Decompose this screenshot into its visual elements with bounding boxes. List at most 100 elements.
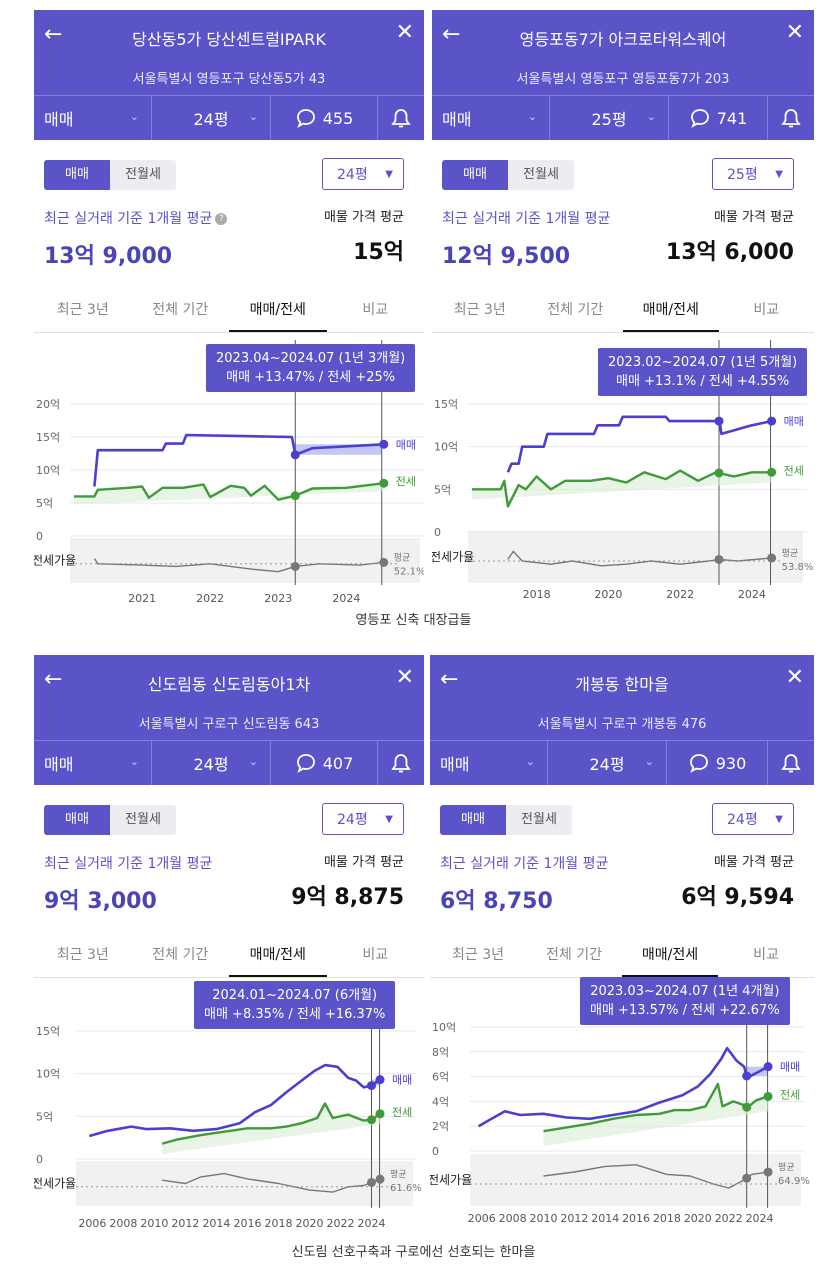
size-select[interactable]: 24평 ⌄ (548, 741, 667, 785)
comments-button[interactable]: 455 (271, 96, 378, 140)
panel-header: ← 당산동5가 당산센트럴IPARK ✕ 서울특별시 영등포구 당산동5가 43… (34, 10, 424, 140)
notification-button[interactable] (768, 96, 814, 140)
tab-recent-3y[interactable]: 최근 3년 (56, 947, 109, 963)
tab-sale-rent[interactable]: 매매/전세 (623, 288, 719, 332)
tab-all-period[interactable]: 전체 기간 (546, 947, 602, 963)
tab-compare[interactable]: 비교 (753, 947, 779, 963)
tab-all-period[interactable]: 전체 기간 (152, 302, 209, 318)
x-tick-label: 2006 (78, 1217, 106, 1230)
ratio-end-point[interactable] (379, 557, 389, 567)
recent-deal-label: 최근 실거래 기준 1개월 평균 (440, 856, 609, 872)
ratio-end-point[interactable] (375, 1174, 385, 1184)
back-arrow-icon[interactable]: ← (44, 22, 63, 47)
rent-line (161, 1102, 381, 1145)
rent-tab[interactable]: 전월세 (521, 812, 557, 827)
rent-end-point[interactable] (767, 467, 777, 477)
sale-tab[interactable]: 매매 (442, 160, 508, 190)
y-tick-label: 15억 (36, 431, 60, 444)
sale-series-label: 매매 (784, 415, 804, 428)
range-tooltip: 2023.03~2024.07 (1년 4개월) 매매 +13.57% / 전세… (580, 977, 790, 1025)
x-tick-label: 2018 (264, 1217, 292, 1230)
deal-toggle: 매매 전월세 (442, 160, 574, 190)
rent-end-point[interactable] (379, 478, 389, 488)
y-tick-label: 10억 (36, 464, 60, 477)
tab-sale-rent[interactable]: 매매/전세 (229, 288, 327, 332)
tab-recent-3y[interactable]: 최근 3년 (452, 947, 504, 963)
rent-start-point[interactable] (366, 1115, 376, 1125)
panel-header: ← 영등포동7가 아크로타워스퀘어 ✕ 서울특별시 영등포구 영등포동7가 20… (432, 10, 814, 140)
sale-start-point[interactable] (742, 1071, 752, 1081)
rent-start-point[interactable] (290, 491, 300, 501)
ratio-end-point[interactable] (767, 553, 777, 563)
rent-tab[interactable]: 전월세 (125, 167, 161, 182)
chevron-down-icon: ⌄ (646, 110, 656, 123)
ratio-start-point[interactable] (366, 1177, 376, 1187)
sale-tab[interactable]: 매매 (440, 805, 506, 835)
sale-end-point[interactable] (767, 416, 777, 426)
notification-button[interactable] (378, 96, 424, 140)
close-icon[interactable]: ✕ (395, 20, 414, 45)
tooltip-period: 2023.03~2024.07 (1년 4개월) (590, 984, 780, 999)
close-icon[interactable]: ✕ (395, 665, 414, 690)
chevron-down-icon: ⌄ (129, 110, 139, 123)
comments-button[interactable]: 930 (667, 741, 768, 785)
tab-recent-3y[interactable]: 최근 3년 (453, 302, 506, 318)
tab-compare[interactable]: 비교 (362, 947, 389, 963)
size-dropdown[interactable]: 24평 ▼ (322, 158, 404, 190)
size-dropdown[interactable]: 24평 ▼ (712, 803, 794, 835)
size-select[interactable]: 24평 ⌄ (152, 96, 271, 140)
ratio-end-point[interactable] (763, 1167, 773, 1177)
rent-tab[interactable]: 전월세 (523, 167, 559, 182)
ratio-start-point[interactable] (742, 1173, 752, 1183)
comments-button[interactable]: 407 (271, 741, 378, 785)
sale-end-point[interactable] (763, 1062, 773, 1072)
size-dropdown[interactable]: 24평 ▼ (322, 803, 404, 835)
ratio-start-point[interactable] (290, 561, 300, 571)
size-select[interactable]: 24평 ⌄ (152, 741, 271, 785)
sale-start-point[interactable] (366, 1081, 376, 1091)
deal-type-select[interactable]: 매매 ⌄ (430, 741, 548, 785)
back-arrow-icon[interactable]: ← (442, 22, 461, 47)
comments-button[interactable]: 741 (669, 96, 768, 140)
rent-end-point[interactable] (375, 1109, 385, 1119)
x-tick-label: 2010 (529, 1212, 557, 1225)
tab-all-period[interactable]: 전체 기간 (152, 947, 209, 963)
sale-start-point[interactable] (290, 450, 300, 460)
back-arrow-icon[interactable]: ← (440, 667, 459, 692)
sale-end-point[interactable] (375, 1075, 385, 1085)
tab-recent-3y[interactable]: 최근 3년 (56, 302, 109, 318)
tab-compare[interactable]: 비교 (362, 302, 389, 318)
sale-end-point[interactable] (379, 439, 389, 449)
size-dropdown-value: 24평 (337, 812, 368, 828)
size-select[interactable]: 25평 ⌄ (550, 96, 669, 140)
deal-type-select[interactable]: 매매 ⌄ (34, 96, 152, 140)
notification-button[interactable] (768, 741, 814, 785)
x-tick-label: 2012 (171, 1217, 199, 1230)
ratio-start-point[interactable] (714, 554, 724, 564)
info-icon[interactable]: ? (215, 213, 228, 225)
ratio-avg-value: 52.1% (394, 566, 424, 577)
rent-start-point[interactable] (742, 1102, 752, 1112)
rent-end-point[interactable] (763, 1091, 773, 1101)
close-icon[interactable]: ✕ (785, 665, 804, 690)
tab-all-period[interactable]: 전체 기간 (547, 302, 604, 318)
deal-type-select[interactable]: 매매 ⌄ (34, 741, 152, 785)
x-tick-label: 2022 (326, 1217, 354, 1230)
period-tabs: 최근 3년 전체 기간 매매/전세 비교 (34, 288, 424, 333)
tab-compare[interactable]: 비교 (753, 302, 780, 318)
notification-button[interactable] (378, 741, 424, 785)
tab-sale-rent[interactable]: 매매/전세 (622, 933, 718, 977)
deal-type-select[interactable]: 매매 ⌄ (432, 96, 550, 140)
rent-start-point[interactable] (714, 468, 724, 478)
ratio-avg-label: 평균 (394, 552, 411, 563)
sale-tab[interactable]: 매매 (44, 160, 110, 190)
back-arrow-icon[interactable]: ← (44, 667, 63, 692)
sale-tab[interactable]: 매매 (44, 805, 110, 835)
rent-tab[interactable]: 전월세 (125, 812, 161, 827)
sale-start-point[interactable] (714, 416, 724, 426)
tab-sale-rent[interactable]: 매매/전세 (229, 933, 327, 977)
size-dropdown[interactable]: 25평 ▼ (712, 158, 794, 190)
close-icon[interactable]: ✕ (785, 20, 804, 45)
